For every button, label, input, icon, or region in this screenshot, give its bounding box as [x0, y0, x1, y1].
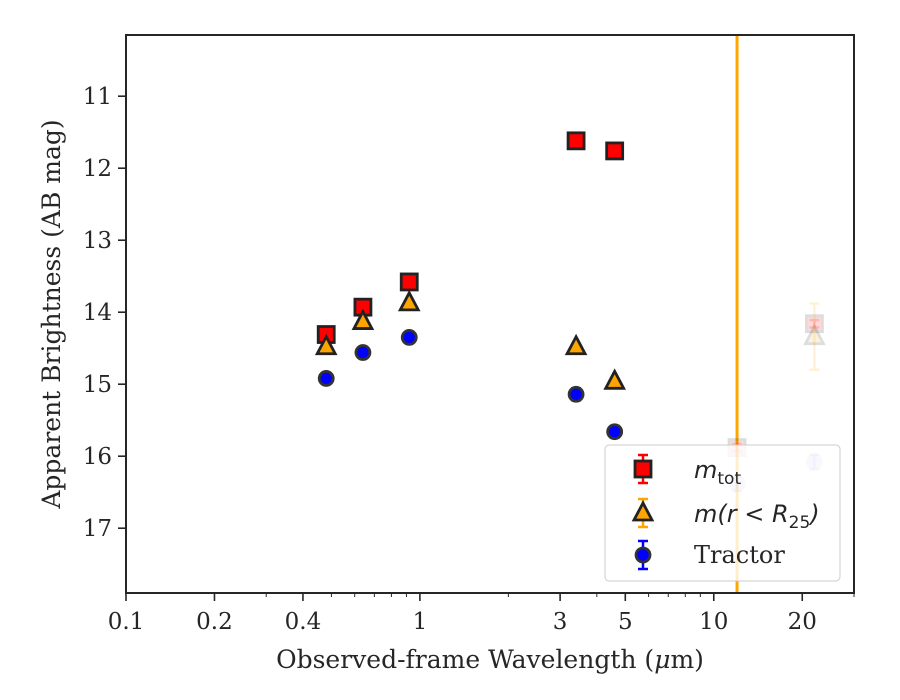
- x-tick-label-3: 1: [413, 609, 428, 635]
- point-mtot-3-shape: [566, 131, 586, 151]
- x-tick-label-7: 20: [788, 609, 817, 635]
- series-mr25: [314, 289, 826, 390]
- legend-label-tractor: Tractor: [694, 541, 785, 569]
- point-mtot-6-shape: [805, 314, 824, 334]
- x-tick-label-5: 5: [618, 609, 633, 635]
- plot-frame: [125, 34, 855, 594]
- point-mr25-5: [803, 323, 826, 346]
- point-tractor-3: [567, 385, 585, 403]
- point-mtot-4: [605, 141, 625, 161]
- legend-label-mtot: mtot: [694, 456, 741, 489]
- point-mr25-2-shape: [397, 289, 421, 312]
- legend-marker-mtot-shape: [633, 459, 653, 479]
- legend-box: [604, 444, 841, 582]
- point-tractor-4: [606, 423, 624, 441]
- point-tractor-1-shape: [354, 344, 372, 361]
- y-tick-label-1: 12: [83, 156, 112, 182]
- point-tractor-0-shape: [317, 370, 335, 387]
- legend-label-mr25: m(r < R25): [694, 500, 820, 533]
- x-tick-label-2: 0.4: [285, 609, 322, 635]
- point-tractor-1: [354, 344, 372, 361]
- point-mtot-4-shape: [605, 141, 625, 161]
- legend-marker-mr25: [631, 500, 655, 522]
- x-tick-label-4: 3: [553, 609, 568, 635]
- point-mtot-2: [399, 272, 419, 292]
- x-axis-label: Observed-frame Wavelength (μm): [276, 645, 704, 674]
- x-tick-label-0: 0.1: [108, 609, 145, 635]
- legend-marker-tractor-shape: [634, 546, 652, 564]
- legend-marker-tractor: [634, 546, 652, 564]
- point-mtot-3: [566, 131, 586, 151]
- x-tick-label-1: 0.2: [196, 609, 233, 635]
- point-tractor-3-shape: [567, 385, 585, 403]
- point-tractor-2-shape: [400, 328, 418, 346]
- point-mr25-1-shape: [351, 308, 375, 330]
- y-tick-label-0: 11: [83, 84, 112, 110]
- legend-marker-mr25-shape: [631, 500, 655, 522]
- y-tick-label-2: 13: [83, 228, 112, 254]
- point-tractor-4-shape: [606, 423, 624, 441]
- x-tick-label-6: 10: [699, 609, 728, 635]
- point-mr25-0-shape: [314, 333, 338, 356]
- y-tick-label-4: 15: [83, 372, 112, 398]
- errorbar-mtot-6: [809, 318, 820, 329]
- point-mr25-2: [397, 289, 421, 312]
- point-mtot-2-shape: [399, 272, 419, 292]
- point-mr25-4: [603, 368, 626, 390]
- point-mr25-4-shape: [603, 368, 626, 390]
- point-mr25-1: [351, 308, 375, 330]
- y-tick-label-5: 16: [83, 444, 112, 470]
- point-mr25-3-shape: [564, 333, 588, 356]
- legend-marker-mtot: [633, 459, 653, 479]
- y-axis-label: Apparent Brightness (AB mag): [37, 119, 66, 509]
- point-mtot-6: [805, 314, 824, 334]
- point-tractor-0: [317, 370, 335, 387]
- point-mr25-3: [564, 333, 588, 356]
- point-tractor-2: [400, 328, 418, 346]
- y-tick-label-3: 14: [83, 300, 112, 326]
- point-mr25-0: [314, 333, 338, 356]
- point-mr25-5-shape: [803, 323, 826, 346]
- y-tick-label-6: 17: [83, 516, 112, 542]
- errorbar-mr25-5: [809, 302, 820, 372]
